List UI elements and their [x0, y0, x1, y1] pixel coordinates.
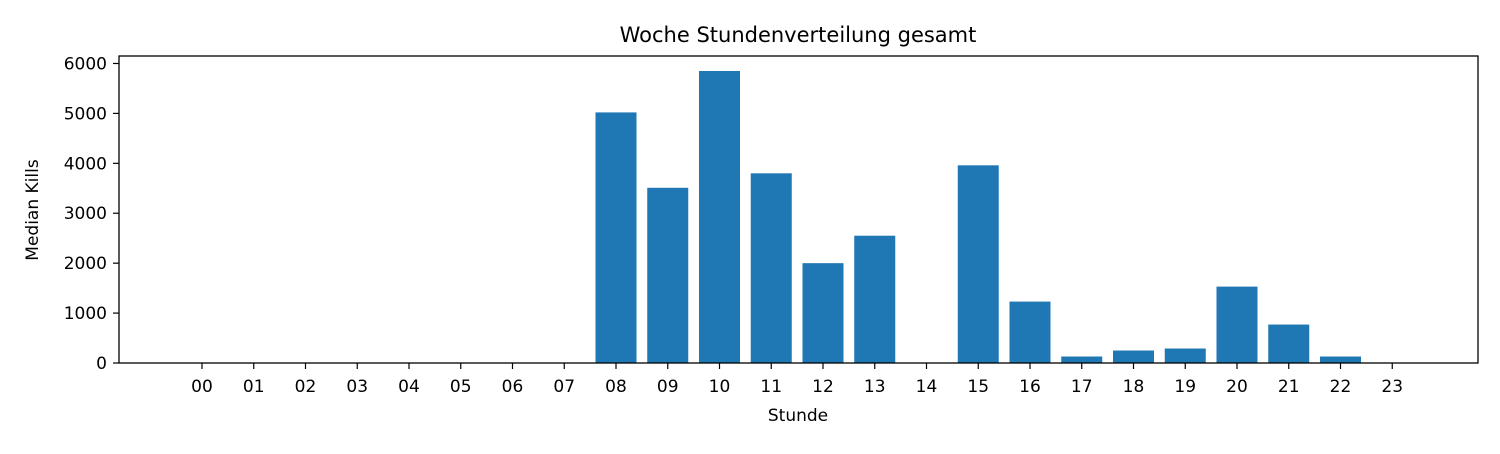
bar-21 — [1268, 324, 1310, 363]
bar-09 — [647, 187, 689, 363]
y-tick-label: 3000 — [64, 204, 107, 224]
x-tick-label: 09 — [657, 377, 679, 397]
bar-16 — [1009, 301, 1051, 363]
bar-19 — [1164, 348, 1206, 363]
x-tick-label: 19 — [1174, 377, 1196, 397]
bar-20 — [1216, 286, 1258, 363]
x-tick-label: 14 — [916, 377, 938, 397]
x-axis-label: Stunde — [768, 406, 828, 426]
bar-13 — [854, 235, 896, 363]
x-tick-label: 00 — [191, 377, 213, 397]
bar-22 — [1320, 356, 1361, 363]
x-tick-label: 15 — [967, 377, 989, 397]
x-tick-label: 07 — [553, 377, 575, 397]
x-tick-label: 16 — [1019, 377, 1041, 397]
y-tick-label: 2000 — [64, 254, 107, 274]
bar-15 — [957, 165, 999, 363]
bar-18 — [1113, 350, 1154, 363]
x-tick-label: 13 — [864, 377, 886, 397]
y-tick-label: 4000 — [64, 154, 107, 174]
bar-08 — [595, 112, 637, 363]
x-tick-label: 22 — [1330, 377, 1352, 397]
x-tick-label: 10 — [709, 377, 731, 397]
x-tick-label: 06 — [502, 377, 524, 397]
y-tick-label: 5000 — [64, 104, 107, 124]
x-tick-label: 17 — [1071, 377, 1093, 397]
x-tick-label: 11 — [760, 377, 782, 397]
x-tick-label: 08 — [605, 377, 627, 397]
x-tick-label: 21 — [1278, 377, 1300, 397]
x-tick-label: 23 — [1381, 377, 1403, 397]
x-tick-label: 01 — [243, 377, 265, 397]
y-tick-label: 1000 — [64, 304, 107, 324]
bar-10 — [699, 70, 740, 363]
y-axis-label: Median Kills — [23, 159, 43, 261]
bars-group — [595, 70, 1361, 363]
x-axis-ticks: 00 01 02 03 04 05 06 07 08 09 10 11 12 13 14 15 16 17 18 19… — [191, 363, 1403, 397]
x-tick-label: 18 — [1123, 377, 1145, 397]
plot-frame — [118, 55, 1479, 364]
x-tick-label: 03 — [346, 377, 368, 397]
bar-12 — [802, 263, 844, 363]
y-tick-label: 6000 — [64, 54, 107, 74]
x-tick-label: 04 — [398, 377, 420, 397]
x-tick-label: 12 — [812, 377, 834, 397]
bar-11 — [750, 173, 792, 363]
x-tick-label: 02 — [295, 377, 317, 397]
chart-title: Woche Stundenverteilung gesamt — [620, 23, 977, 47]
x-tick-label: 20 — [1226, 377, 1248, 397]
x-tick-label: 05 — [450, 377, 472, 397]
bar-17 — [1061, 356, 1103, 363]
y-axis-ticks: 0 1000 2000 3000 4000 5000 6000 — [64, 54, 119, 374]
y-tick-label: 0 — [96, 354, 107, 374]
